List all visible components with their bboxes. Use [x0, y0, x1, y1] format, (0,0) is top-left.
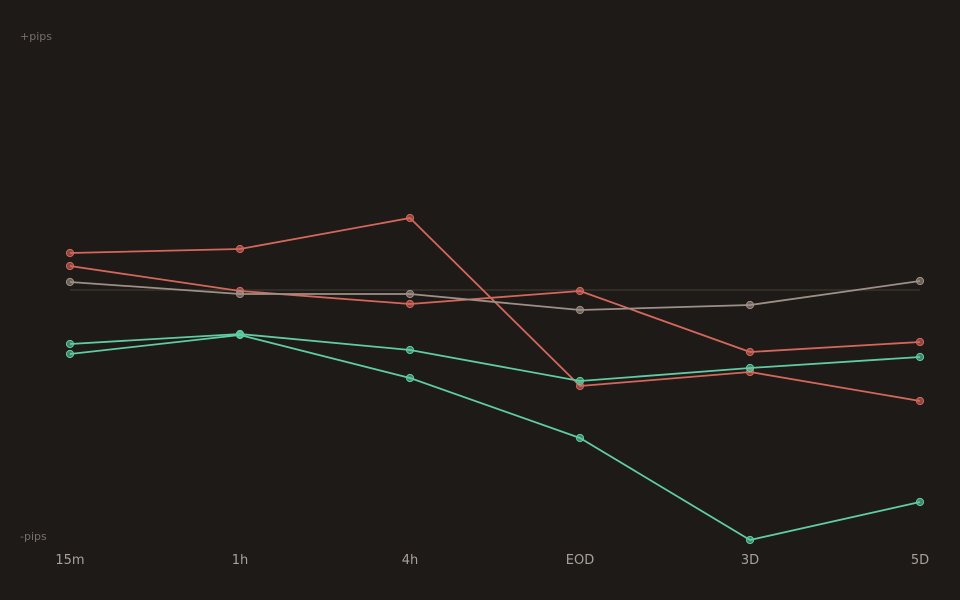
data-point — [915, 497, 925, 507]
x-tick-label: 4h — [402, 553, 419, 568]
data-point — [405, 213, 415, 223]
y-bottom-label: -pips — [20, 530, 47, 543]
series-line — [69, 217, 921, 402]
series-3 — [65, 276, 925, 315]
data-point — [745, 300, 755, 310]
series-2 — [65, 261, 925, 357]
data-point — [575, 305, 585, 315]
data-point — [575, 376, 585, 386]
data-point — [575, 433, 585, 443]
x-tick-label: 5D — [911, 553, 929, 568]
data-point — [235, 330, 245, 340]
y-top-label: +pips — [20, 30, 52, 43]
data-point — [745, 363, 755, 373]
data-point — [65, 248, 75, 258]
series-line — [69, 333, 921, 382]
data-point — [915, 396, 925, 406]
data-point — [405, 299, 415, 309]
data-point — [235, 289, 245, 299]
data-point — [405, 373, 415, 383]
series-4 — [65, 329, 925, 386]
data-point — [745, 535, 755, 545]
data-point — [65, 277, 75, 287]
data-point — [65, 261, 75, 271]
data-point — [405, 345, 415, 355]
series-5 — [65, 330, 925, 545]
x-axis-ticks: 15m 1h 4h EOD 3D 5D — [55, 553, 929, 568]
x-tick-label: 3D — [741, 553, 759, 568]
series-1 — [65, 213, 925, 406]
series-line — [69, 334, 921, 541]
data-point — [915, 276, 925, 286]
data-point — [405, 289, 415, 299]
series-layer — [65, 213, 925, 545]
data-point — [65, 339, 75, 349]
x-tick-label: 1h — [232, 553, 249, 568]
series-line — [69, 280, 921, 311]
data-point — [745, 347, 755, 357]
data-point — [915, 337, 925, 347]
data-point — [235, 244, 245, 254]
x-tick-label: EOD — [566, 553, 594, 568]
data-point — [915, 352, 925, 362]
x-tick-label: 15m — [55, 553, 84, 568]
series-line — [69, 265, 921, 353]
data-point — [65, 349, 75, 359]
data-point — [575, 286, 585, 296]
